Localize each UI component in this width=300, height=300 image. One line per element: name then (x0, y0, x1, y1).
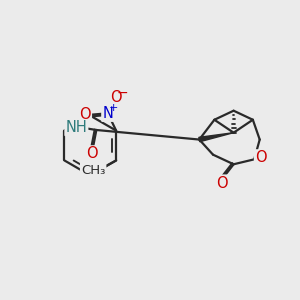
Text: N: N (102, 106, 113, 121)
Text: O: O (216, 176, 228, 190)
Text: +: + (109, 103, 118, 113)
Text: NH: NH (65, 120, 87, 135)
Text: O: O (79, 107, 91, 122)
Text: O: O (86, 146, 98, 161)
Polygon shape (199, 133, 234, 142)
Text: O: O (110, 90, 122, 105)
Text: CH₃: CH₃ (81, 164, 105, 176)
Text: O: O (255, 150, 267, 165)
Text: −: − (117, 85, 128, 99)
